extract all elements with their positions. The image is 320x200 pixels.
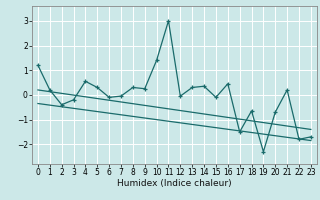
X-axis label: Humidex (Indice chaleur): Humidex (Indice chaleur) [117,179,232,188]
